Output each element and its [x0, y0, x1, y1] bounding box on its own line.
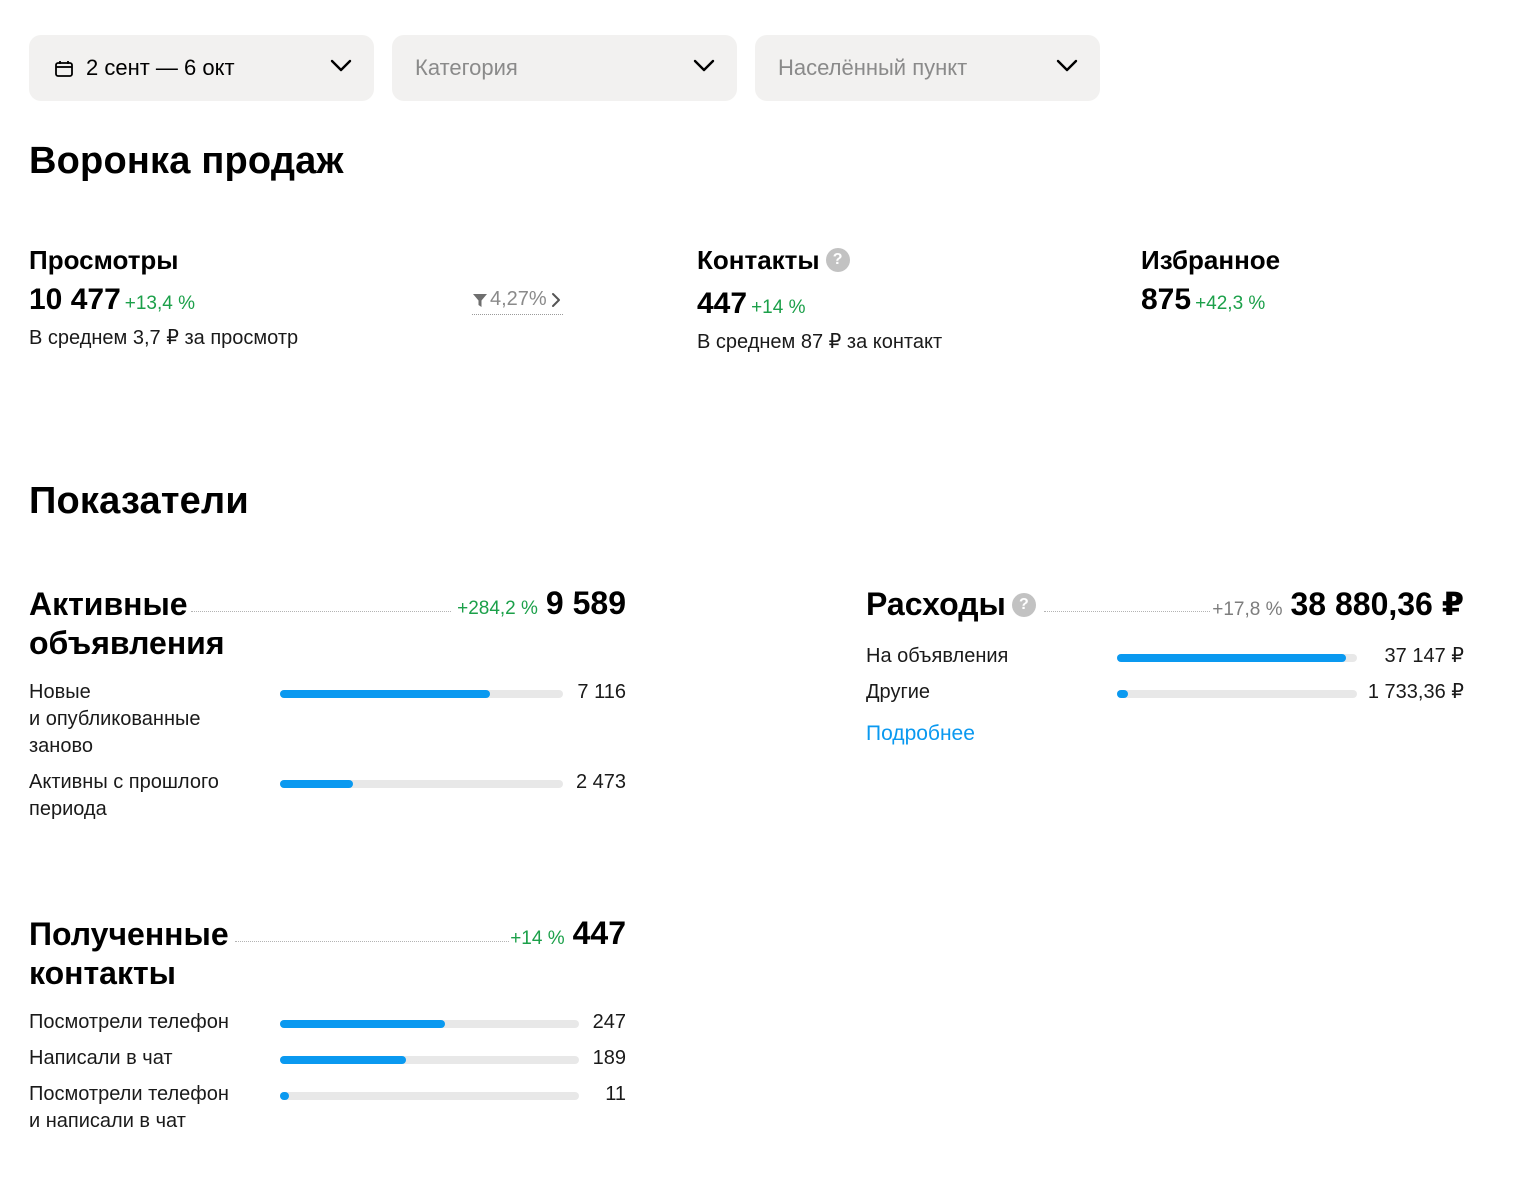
expenses-total: 38 880,36 ₽ — [1290, 586, 1464, 622]
row-value: 7 116 — [577, 681, 626, 703]
chevron-down-icon — [693, 59, 715, 72]
received-contacts-delta: +14 % — [510, 928, 565, 949]
category-select[interactable]: Категория — [392, 35, 737, 101]
views-value: 10 477 — [29, 283, 121, 316]
row-label: Посмотрели телефон — [29, 1011, 229, 1033]
contacts-label: Контакты — [697, 245, 820, 275]
row-label: Посмотрели телефон и написали в чат — [29, 1083, 229, 1132]
favorites-block: Избранное 875 +42,3 % — [1141, 247, 1280, 315]
dotted-leader — [235, 941, 509, 942]
metric-row: На объявления 37 147 ₽ — [866, 643, 1464, 671]
funnel-title: Воронка продаж — [29, 140, 344, 182]
contacts-value: 447 — [697, 287, 748, 320]
metric-row: Другие 1 733,36 ₽ — [866, 679, 1464, 707]
row-value: 247 — [592, 1011, 626, 1033]
views-average: В среднем 3,7 ₽ за просмотр — [29, 327, 299, 349]
favorites-value: 875 — [1141, 283, 1192, 316]
progress-fill — [280, 780, 353, 788]
progress-fill — [1117, 654, 1347, 662]
progress-fill — [280, 1092, 289, 1100]
filter-funnel-icon — [473, 293, 487, 307]
row-value: 1 733,36 ₽ — [1367, 681, 1464, 703]
row-label: Другие — [866, 681, 931, 703]
views-delta: +13,4 % — [124, 293, 196, 314]
progress-bar — [280, 690, 563, 698]
received-contacts-section: Полученные контакты +14 % 447 Посмотрели… — [29, 915, 626, 1140]
contacts-block: Контакты ? 447 +14 % В среднем 87 ₽ за к… — [697, 247, 942, 354]
calendar-icon — [55, 61, 73, 77]
active-listings-delta: +284,2 % — [457, 598, 538, 619]
filter-bar: 2 сент — 6 окт Категория Населённый пунк… — [29, 35, 1100, 101]
metric-row: Активны с прошлого периода 2 473 — [29, 769, 626, 825]
help-icon[interactable]: ? — [1011, 592, 1036, 617]
views-label: Просмотры — [29, 245, 179, 275]
progress-bar — [1117, 654, 1357, 662]
active-listings-section: Активные объявления +284,2 % 9 589 Новые… — [29, 585, 626, 830]
row-value: 189 — [592, 1047, 626, 1069]
city-select[interactable]: Населённый пункт — [755, 35, 1100, 101]
expenses-section: Расходы ? +17,8 % 38 880,36 ₽ На объявле… — [866, 585, 1464, 755]
progress-bar — [280, 780, 563, 788]
row-value: 2 473 — [575, 771, 626, 793]
progress-fill — [280, 690, 490, 698]
details-link[interactable]: Подробнее — [866, 722, 975, 745]
row-value: 37 147 ₽ — [1384, 645, 1464, 667]
conversion-link[interactable]: 4,27% — [472, 288, 563, 315]
row-label: На объявления — [866, 645, 1009, 667]
metric-row: Написали в чат 189 — [29, 1045, 626, 1073]
received-contacts-total: 447 — [572, 915, 626, 951]
favorites-label: Избранное — [1141, 245, 1281, 275]
row-label: Написали в чат — [29, 1047, 173, 1069]
progress-bar — [280, 1020, 579, 1028]
contacts-delta: +14 % — [751, 297, 806, 318]
views-block: Просмотры 10 477 +13,4 % В среднем 3,7 ₽… — [29, 247, 298, 350]
row-value: 11 — [605, 1083, 626, 1105]
progress-bar — [280, 1092, 579, 1100]
progress-fill — [1117, 690, 1128, 698]
chevron-right-icon — [551, 292, 560, 307]
city-placeholder: Населённый пункт — [778, 55, 968, 80]
row-label: Активны с прошлого периода — [29, 771, 219, 820]
category-placeholder: Категория — [415, 55, 518, 80]
chevron-down-icon — [1056, 59, 1078, 72]
help-icon[interactable]: ? — [825, 248, 850, 272]
active-listings-title: Активные объявления — [29, 586, 225, 661]
metric-row: Посмотрели телефон и написали в чат 11 — [29, 1081, 626, 1137]
expenses-delta: +17,8 % — [1212, 599, 1283, 620]
metric-row: Посмотрели телефон 247 — [29, 1009, 626, 1037]
active-listings-total: 9 589 — [545, 585, 626, 621]
received-contacts-title: Полученные контакты — [29, 916, 229, 991]
dotted-leader — [1044, 611, 1210, 612]
date-range-select[interactable]: 2 сент — 6 окт — [29, 35, 374, 101]
date-range-value: 2 сент — 6 окт — [86, 55, 235, 80]
row-label: Новые и опубликованные заново — [29, 681, 201, 757]
chevron-down-icon — [330, 59, 352, 72]
progress-bar — [280, 1056, 579, 1064]
dotted-leader — [191, 611, 451, 612]
favorites-delta: +42,3 % — [1195, 293, 1266, 314]
progress-fill — [280, 1020, 446, 1028]
contacts-average: В среднем 87 ₽ за контакт — [697, 331, 943, 353]
progress-bar — [1117, 690, 1357, 698]
conversion-value: 4,27% — [490, 288, 547, 310]
metric-row: Новые и опубликованные заново 7 116 — [29, 679, 626, 763]
metrics-title: Показатели — [29, 480, 249, 522]
expenses-title: Расходы ? — [866, 585, 1036, 624]
progress-fill — [280, 1056, 407, 1064]
